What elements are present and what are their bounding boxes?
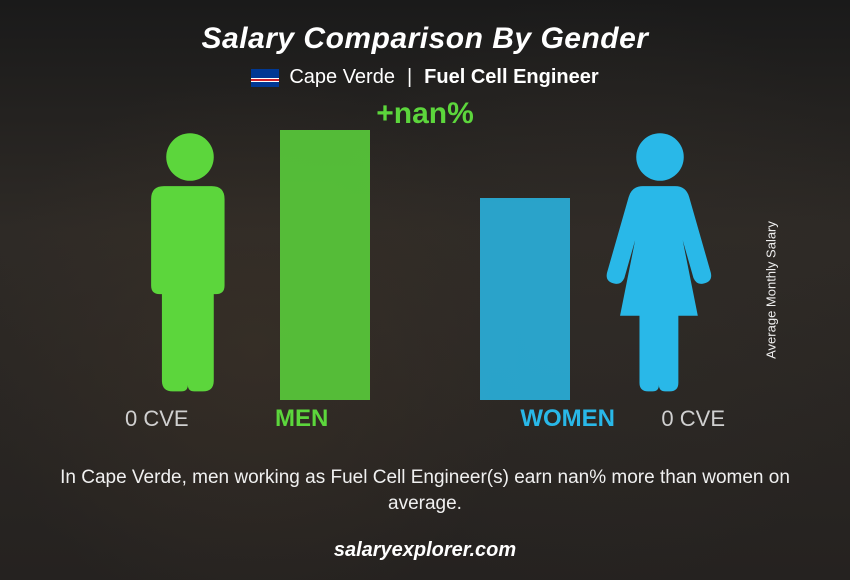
subtitle-row: Cape Verde | Fuel Cell Engineer — [0, 66, 850, 89]
women-bar-fill — [480, 198, 570, 401]
women-label: WOMEN — [520, 405, 615, 433]
women-bar — [480, 130, 570, 400]
infographic-container: Salary Comparison By Gender Cape Verde |… — [0, 0, 850, 580]
flag-icon — [251, 69, 279, 87]
page-title: Salary Comparison By Gender — [0, 22, 850, 56]
women-value: 0 CVE — [661, 406, 725, 432]
separator: | — [407, 66, 412, 89]
job-title: Fuel Cell Engineer — [424, 66, 598, 89]
y-axis-label: Average Monthly Salary — [764, 221, 779, 359]
chart-area: 0 CVE MEN WOMEN 0 CVE — [120, 130, 730, 435]
male-figure-icon — [135, 130, 245, 400]
men-value: 0 CVE — [125, 406, 189, 432]
caption-text: In Cape Verde, men working as Fuel Cell … — [60, 465, 790, 518]
percent-diff-label: +nan% — [0, 97, 850, 131]
men-bar — [280, 130, 370, 400]
men-bar-fill — [280, 130, 370, 400]
female-figure-icon — [605, 130, 715, 400]
labels-row: 0 CVE MEN WOMEN 0 CVE — [120, 403, 730, 435]
country-name: Cape Verde — [289, 66, 395, 89]
footer-source: salaryexplorer.com — [0, 539, 850, 562]
men-label: MEN — [275, 405, 328, 433]
